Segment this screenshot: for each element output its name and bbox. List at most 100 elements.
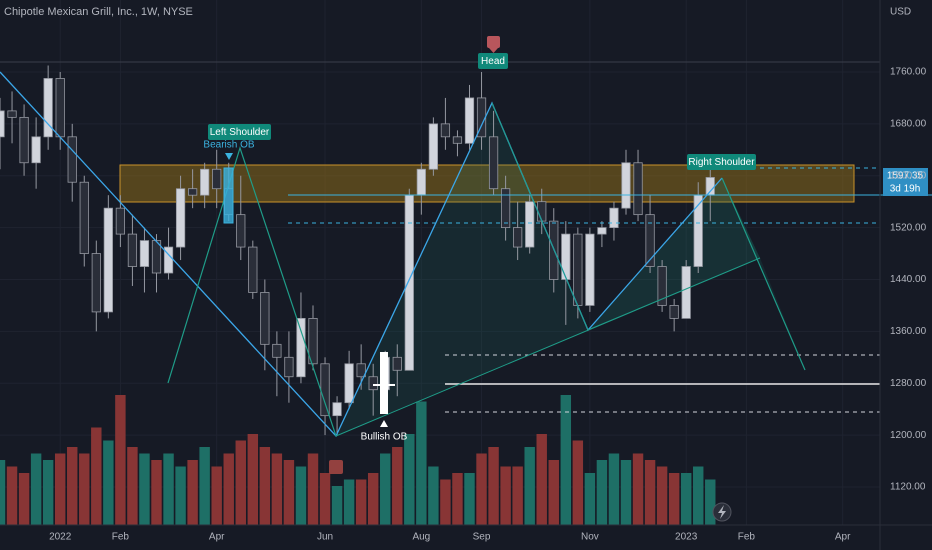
pattern-line <box>335 102 761 437</box>
volume-bar <box>163 453 174 525</box>
candle-body <box>416 168 426 196</box>
volume-bar <box>271 453 283 525</box>
candle-body <box>428 123 438 170</box>
candle-body <box>621 162 631 209</box>
last-price: 1597.35 <box>887 171 924 182</box>
left-shoulder-label: Left Shoulder <box>210 127 270 138</box>
y-tick-label: 1360.00 <box>890 326 927 337</box>
y-tick-label: 1200.00 <box>890 430 927 441</box>
candle-body <box>187 188 198 196</box>
candle-body <box>0 110 5 138</box>
candle-body <box>464 97 475 144</box>
volume-bar <box>488 447 499 525</box>
y-tick-label: 1440.00 <box>890 274 927 285</box>
volume-bar <box>67 447 78 525</box>
volume-bar <box>54 453 66 525</box>
currency-label: USD <box>890 7 911 18</box>
candle-body <box>212 168 222 190</box>
volume-bar <box>103 440 114 525</box>
pattern-area <box>588 178 760 330</box>
candle-body <box>260 292 270 345</box>
volume-bar <box>632 453 644 525</box>
candle-body <box>284 356 294 378</box>
bearish-ob-candle <box>223 167 234 224</box>
candle-body <box>633 162 643 216</box>
volume-bar <box>331 486 343 525</box>
bullish-ob-label: Bullish OB <box>361 432 408 443</box>
candle-body <box>573 233 583 306</box>
volume-bar <box>560 395 572 525</box>
candle-body <box>597 227 607 235</box>
candle-body <box>55 78 65 138</box>
volume-bar <box>42 460 54 525</box>
candle-body <box>67 136 77 183</box>
y-tick-label: 1600.00 <box>890 170 927 181</box>
candle-body <box>645 214 655 267</box>
head-label: Head <box>481 56 505 67</box>
volume-bar <box>693 466 704 525</box>
volume-bar <box>705 479 716 525</box>
right-shoulder-label: Right Shoulder <box>688 157 755 168</box>
volume-bar <box>235 440 246 525</box>
label-box <box>208 124 271 140</box>
volume-bar <box>644 460 656 525</box>
volume-bar <box>452 473 463 525</box>
volume-bar <box>187 460 198 525</box>
volume-bar <box>0 460 6 525</box>
candle-body <box>248 246 258 293</box>
volume-bar <box>440 479 451 525</box>
volume-bar <box>127 447 138 525</box>
candle-body <box>537 201 547 222</box>
marker <box>487 36 500 48</box>
candle-body <box>115 207 125 235</box>
candle-body <box>525 201 535 248</box>
axis-layer: 1120.00 1200.00 1280.00 1360.00 1440.00 1520.… <box>49 67 927 543</box>
volume-bar <box>380 453 391 525</box>
x-tick-label: Apr <box>209 532 225 543</box>
x-tick-label: Nov <box>581 532 599 543</box>
candle-body <box>19 116 29 164</box>
candle-body <box>669 305 679 319</box>
volume-bar <box>512 466 523 525</box>
volume-bar <box>115 395 126 525</box>
volume-bar <box>596 460 608 525</box>
volume-bar <box>295 466 307 525</box>
candle-body <box>127 233 138 267</box>
x-tick-label: Feb <box>738 532 756 543</box>
x-tick-label: Sep <box>473 532 491 543</box>
volume-bar <box>584 473 596 525</box>
price-label-box <box>883 168 928 196</box>
candle-body <box>320 363 330 417</box>
candle-body <box>139 240 150 267</box>
volume-bar <box>608 453 620 525</box>
order-block-zone <box>119 164 855 203</box>
candle-body <box>392 356 402 371</box>
candle-body <box>488 136 499 190</box>
volume-bar <box>428 466 439 525</box>
candle-body <box>31 136 41 164</box>
volume-bar <box>680 473 692 525</box>
candle-body <box>200 168 210 196</box>
candle-body <box>705 177 715 196</box>
y-tick-label: 1120.00 <box>890 482 926 493</box>
y-tick-label: 1760.00 <box>890 67 927 78</box>
icon <box>718 505 726 519</box>
volume-bar <box>524 447 535 525</box>
volume-bar <box>500 466 511 525</box>
volume-bar <box>319 473 331 525</box>
candle-body <box>452 136 463 144</box>
candle-body <box>368 376 378 391</box>
volume-bar <box>620 460 632 525</box>
candle-body <box>404 194 414 371</box>
volume-bar <box>175 466 186 525</box>
volume-bar <box>6 466 18 525</box>
y-tick-label: 1680.00 <box>890 118 927 129</box>
volume-bar <box>151 460 162 525</box>
volume-layer <box>0 395 716 525</box>
x-tick-label: Aug <box>412 532 430 543</box>
bullish-ob-candle <box>380 352 388 414</box>
volume-bar <box>343 479 355 525</box>
countdown: 3d 19h <box>890 184 921 195</box>
candle-body <box>332 402 342 417</box>
